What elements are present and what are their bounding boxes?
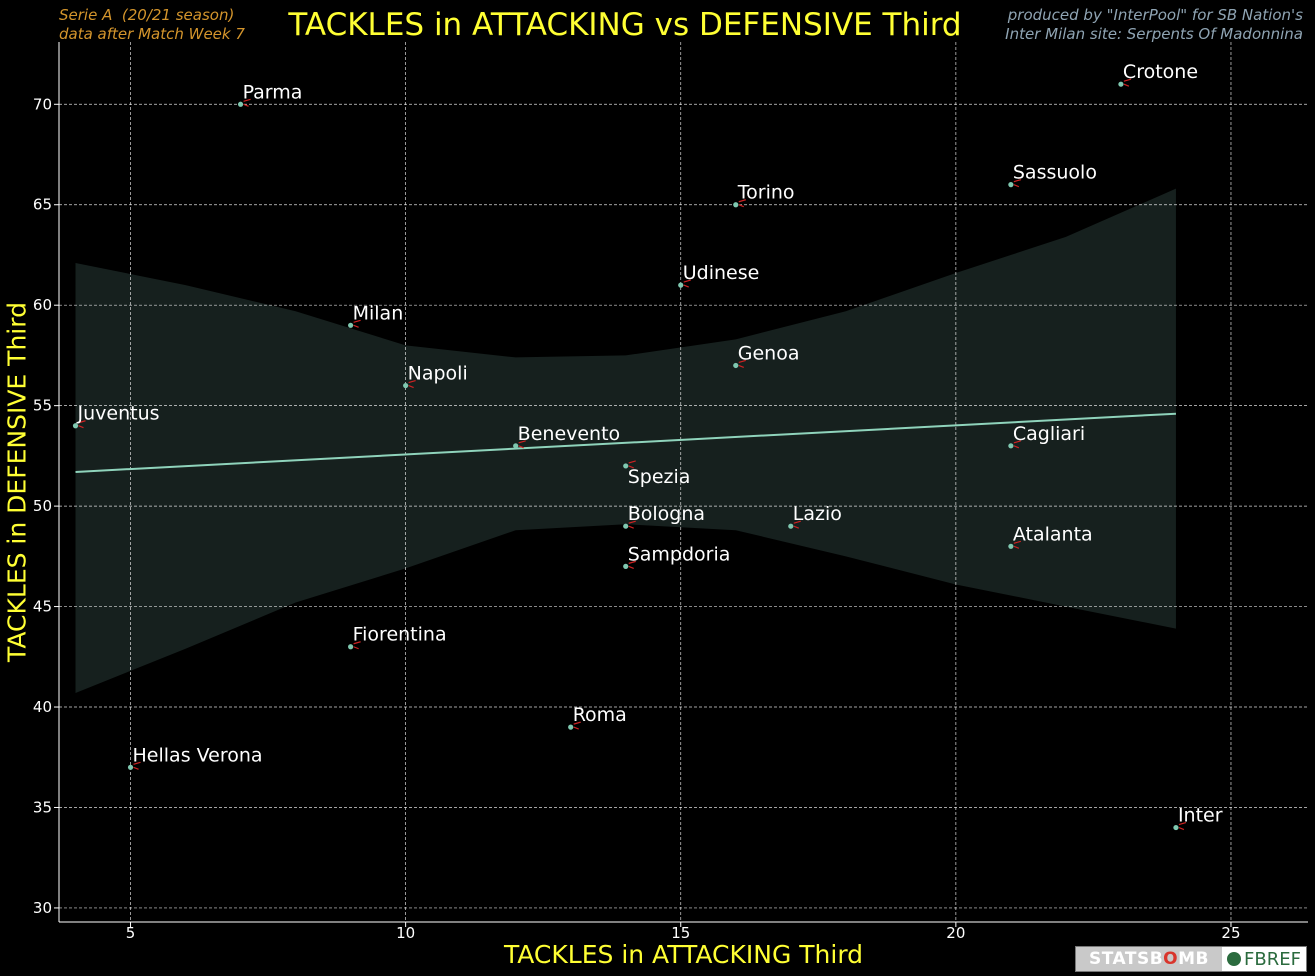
y-tick-label: 65: [33, 196, 52, 214]
point-marker-arrow: [133, 761, 141, 770]
data-point: [1008, 543, 1014, 549]
team-label: Sampdoria: [628, 543, 731, 565]
statsbomb-logo-text-b: MB: [1178, 949, 1209, 969]
axes-layer: 5 10 15 20 25 30 35 40 45 50 55 60 65 70: [33, 42, 1308, 942]
point-marker-arrow: [353, 641, 361, 650]
y-tick-label: 60: [33, 296, 52, 314]
data-point: [403, 382, 409, 389]
y-tick-label: 50: [33, 497, 52, 515]
data-point: [733, 362, 739, 369]
data-point: [788, 523, 794, 529]
data-point: [623, 523, 629, 529]
grid-layer: [59, 42, 1308, 922]
data-point: [733, 202, 739, 208]
data-point: [623, 563, 629, 569]
data-point: [1173, 824, 1179, 831]
credit-line-2: Inter Milan site: Serpents Of Madonnina: [1005, 25, 1303, 43]
regression-line: [75, 412, 1177, 473]
matchweek-label: data after Match Week 7: [59, 25, 245, 43]
team-label: Lazio: [793, 503, 842, 525]
point-marker-arrow: [683, 279, 691, 288]
confidence-band: [75, 188, 1176, 693]
team-label: Bologna: [628, 503, 705, 525]
data-point: [348, 644, 354, 650]
season-label: Serie A (20/21 season): [59, 6, 235, 24]
team-label: Fiorentina: [353, 624, 447, 646]
team-label: Juventus: [77, 403, 160, 425]
point-marker-arrow: [1013, 179, 1022, 188]
team-label: Cagliari: [1013, 423, 1085, 445]
y-tick-label: 45: [33, 598, 52, 616]
points-layer: Crotone Parma Sassuolo Torino Udinese Milan Ge…: [72, 61, 1223, 831]
statsbomb-logo: STATSB O MB: [1076, 947, 1222, 971]
data-point: [127, 764, 134, 770]
point-marker-arrow: [518, 440, 526, 449]
point-marker-arrow: [628, 560, 636, 569]
point-marker-arrow: [78, 420, 86, 429]
point-marker-arrow: [628, 520, 636, 529]
header-left-notes: Serie A (20/21 season) data after Match …: [59, 6, 245, 44]
x-tick-label: 25: [1221, 924, 1240, 942]
point-marker-arrow: [738, 359, 746, 369]
y-tick-label: 35: [33, 798, 52, 816]
team-label: Torino: [737, 182, 795, 204]
point-marker-arrow: [738, 199, 746, 208]
header-right-credits: produced by "InterPool" for SB Nation's …: [1005, 6, 1303, 44]
point-marker-arrow: [573, 721, 581, 730]
fbref-logo-text: FBREF: [1244, 948, 1301, 970]
team-label: Inter: [1178, 805, 1223, 827]
team-label: Crotone: [1123, 61, 1198, 83]
team-label: Parma: [243, 81, 303, 103]
data-point: [568, 724, 574, 730]
statsbomb-logo-text-o: O: [1163, 949, 1179, 969]
team-label: Hellas Verona: [133, 744, 263, 766]
y-tick-label: 40: [33, 698, 52, 716]
data-point: [1008, 443, 1014, 449]
data-point: [72, 423, 79, 429]
team-label: Genoa: [738, 342, 800, 364]
team-label: Milan: [353, 302, 404, 324]
credit-line-1: produced by "InterPool" for SB Nation's: [1007, 6, 1303, 24]
data-point: [623, 463, 629, 469]
data-point: [1118, 81, 1124, 87]
data-point: [1008, 182, 1014, 188]
y-tick-label: 30: [33, 899, 52, 917]
data-point: [348, 322, 354, 328]
x-tick-label: 20: [946, 924, 965, 942]
point-marker-arrow: [1178, 821, 1187, 831]
x-tick-label: 5: [126, 924, 136, 942]
team-label: Atalanta: [1013, 523, 1093, 545]
team-label: Napoli: [408, 363, 468, 385]
point-marker-arrow: [1013, 440, 1022, 449]
source-logos: STATSB O MB FBREF: [1075, 946, 1307, 972]
y-tick-label: 70: [33, 95, 52, 113]
team-label: Sassuolo: [1013, 162, 1097, 184]
point-marker-arrow: [1013, 540, 1022, 549]
team-label: Udinese: [683, 262, 760, 284]
y-axis-label: TACKLES in DEFENSIVE Third: [2, 302, 32, 662]
team-label: Roma: [573, 704, 627, 726]
point-marker-arrow: [1123, 78, 1132, 87]
fbref-icon: [1227, 952, 1242, 966]
point-marker-arrow: [408, 379, 416, 389]
data-point: [237, 101, 244, 107]
y-tick-label: 55: [33, 397, 52, 415]
x-tick-label: 10: [396, 924, 415, 942]
regression-layer: [75, 412, 1177, 473]
team-label: Benevento: [518, 423, 621, 445]
point-marker-arrow: [628, 460, 636, 469]
x-tick-label: 15: [671, 924, 690, 942]
x-axis-label: TACKLES in ATTACKING Third: [503, 940, 864, 969]
team-label: Spezia: [628, 466, 691, 488]
chart-title: TACKLES in ATTACKING vs DEFENSIVE Third: [288, 7, 962, 43]
data-point: [513, 443, 519, 449]
fbref-logo: FBREF: [1222, 947, 1306, 971]
point-marker-arrow: [243, 98, 251, 107]
point-marker-arrow: [793, 520, 801, 529]
statsbomb-logo-text-a: STATSB: [1089, 949, 1164, 969]
confidence-band-layer: [75, 188, 1176, 693]
data-point: [678, 282, 684, 288]
point-marker-arrow: [353, 319, 361, 328]
